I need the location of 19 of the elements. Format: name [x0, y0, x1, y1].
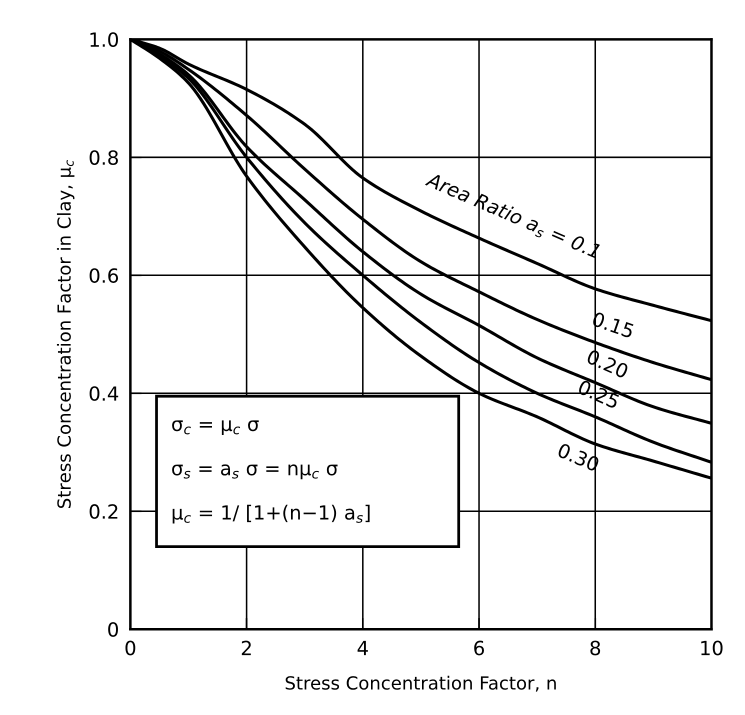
y-tick-label: 0.4	[90, 386, 118, 401]
x-tick-label: 2	[242, 640, 251, 656]
y-tick-label: 0.6	[90, 268, 118, 283]
y-axis-title: Stress Concentration Factor in Clay, μ$_{c}$	[56, 160, 74, 508]
x-tick-label: 0	[125, 640, 136, 656]
y-tick-label: 0	[108, 622, 118, 637]
x-axis-title: Stress Concentration Factor, n	[286, 676, 556, 692]
text: 0.30	[556, 442, 600, 472]
x-tick-label: 4	[358, 640, 368, 656]
annotation: μ$_{c}$ = 1/ [1+(n−1) a$_{s}$]	[172, 504, 370, 524]
annotation: σ$_{s}$ = a$_{s}$ σ = nμ$_{c}$ σ	[172, 464, 338, 480]
annotation: σ$_{c}$ = μ$_{c}$ σ	[172, 420, 259, 435]
x-tick-label: 10	[701, 640, 723, 656]
x-tick-label: 6	[474, 640, 484, 656]
y-tick-label: 0.2	[90, 504, 118, 519]
text: 0.20	[586, 348, 630, 379]
y-tick-label: 0.8	[90, 150, 118, 165]
x-tick-label: 8	[590, 640, 600, 656]
y-tick-label: 1.0	[90, 32, 118, 47]
